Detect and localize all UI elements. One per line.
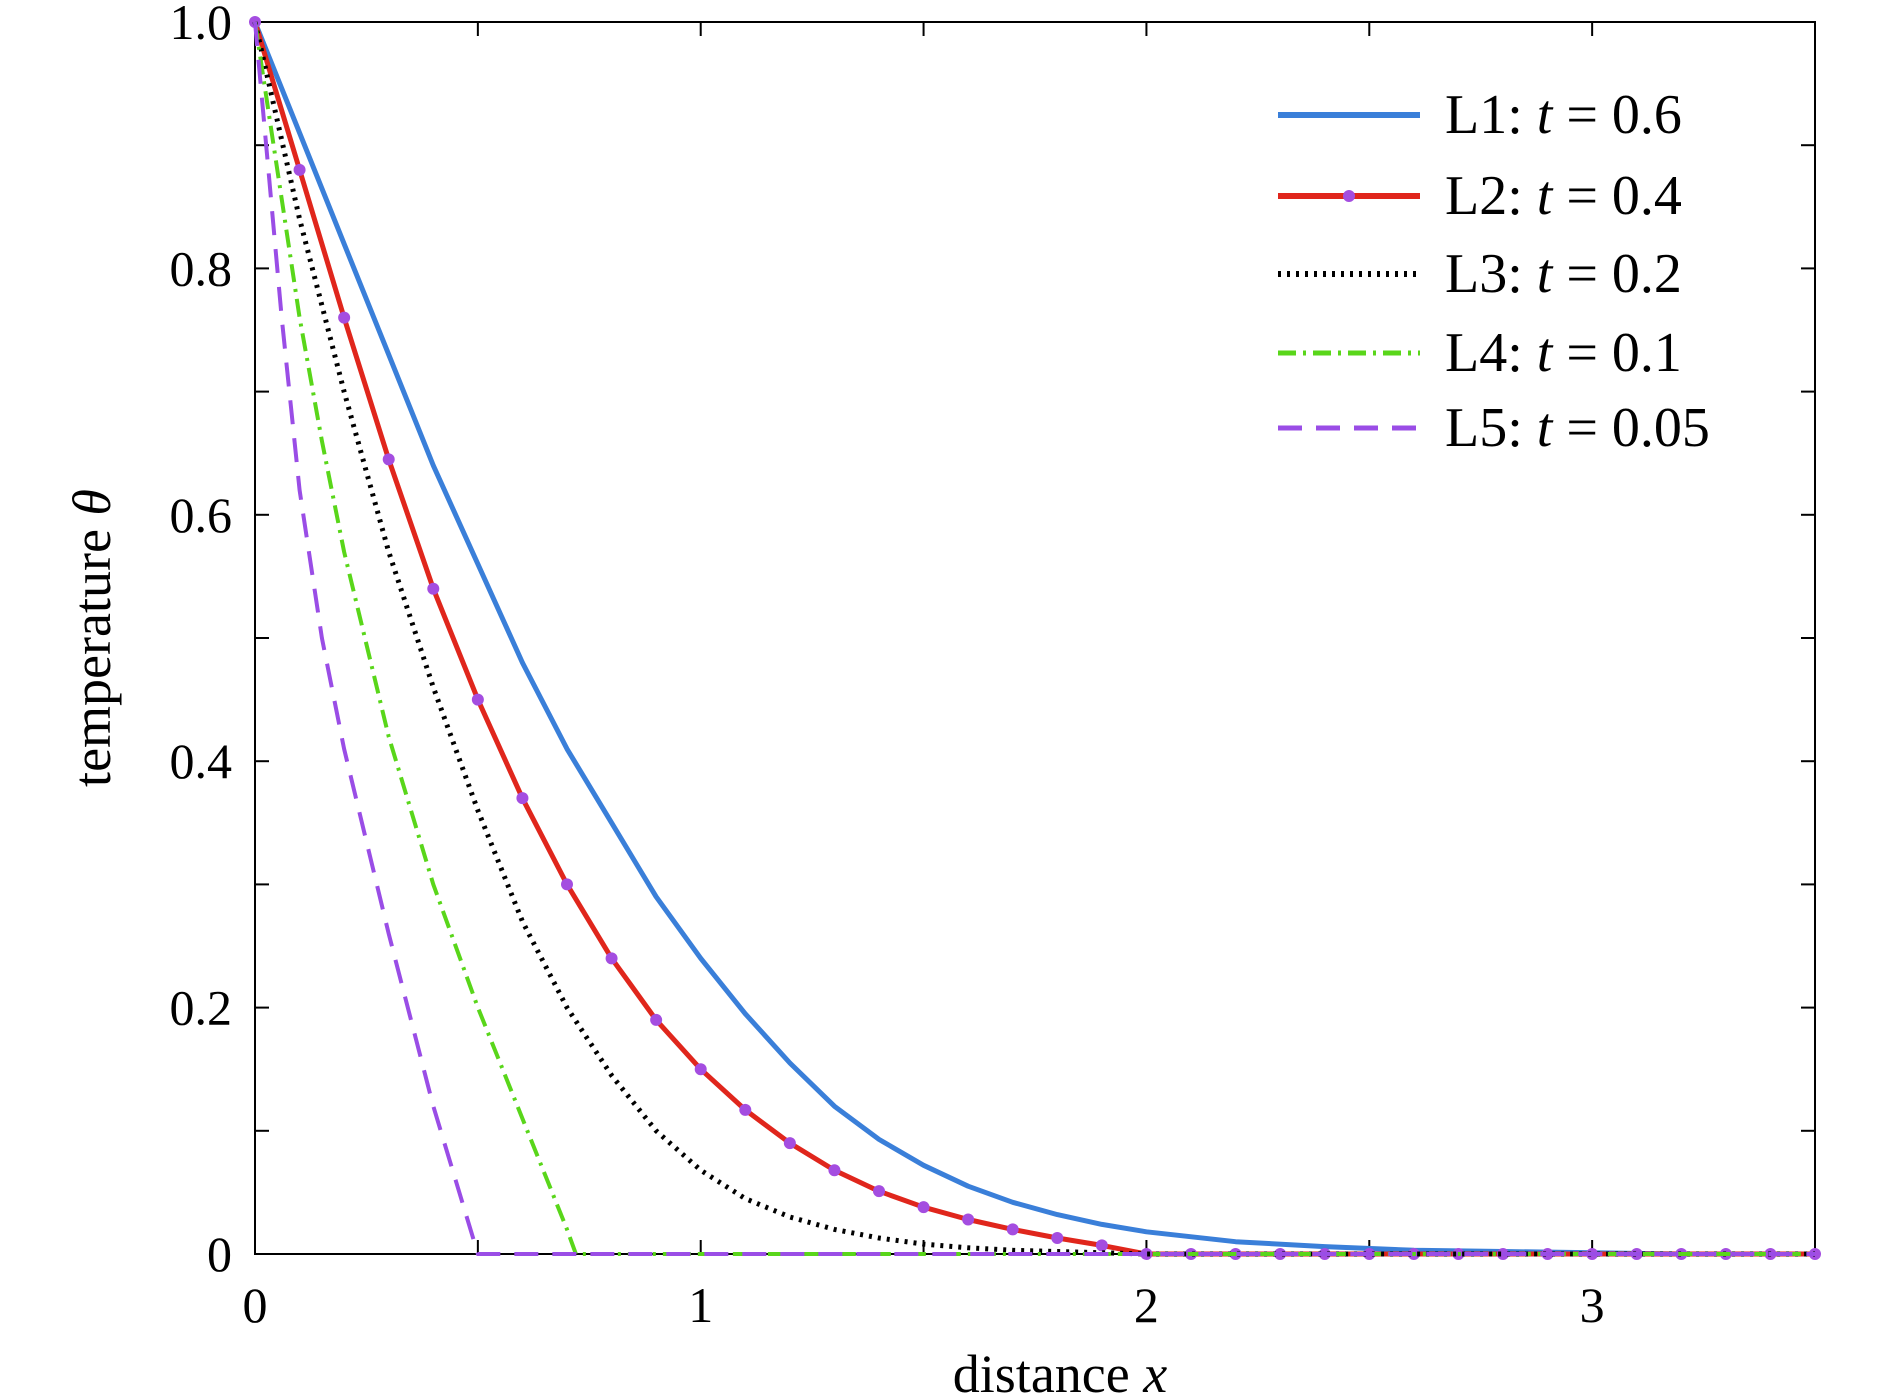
series-line-l4 <box>253 21 1815 1256</box>
legend: L1: t = 0.6 L2: t = 0.4 L3: t = 0.2 L4: t =… <box>1278 84 1710 459</box>
data-point-l2 <box>828 1164 841 1177</box>
legend-label-l4: L4: t = 0.1 <box>1445 322 1682 384</box>
data-point-l2 <box>783 1137 796 1150</box>
y-tick-label: 0.6 <box>170 487 233 543</box>
data-point-l2 <box>962 1213 975 1226</box>
tick-labels: 0 1 2 3 0 0.2 0.4 0.6 0.8 1.0 <box>170 0 1605 1333</box>
data-point-l2 <box>293 163 306 176</box>
x-tick-label: 0 <box>243 1277 268 1333</box>
data-point-l2 <box>694 1063 707 1076</box>
y-axis-label: temperature θ <box>62 489 122 787</box>
y-tick-label: 0.4 <box>170 733 233 789</box>
series-lines <box>249 16 1821 1260</box>
data-point-l2 <box>739 1103 752 1116</box>
plot-area <box>254 21 1816 1255</box>
series-line-l5 <box>253 21 1815 1256</box>
y-tick-label: 0.8 <box>170 240 233 296</box>
data-point-l2 <box>427 582 440 595</box>
legend-label-l5: L5: t = 0.05 <box>1445 397 1710 459</box>
data-point-l2 <box>1051 1231 1064 1244</box>
data-point-l2 <box>516 792 529 805</box>
data-point-l2 <box>1095 1239 1108 1252</box>
data-point-l2 <box>1006 1223 1019 1236</box>
x-tick-label: 2 <box>1134 1277 1159 1333</box>
data-point-l2 <box>471 693 484 706</box>
x-axis-label: distance x <box>953 1344 1167 1394</box>
data-point-l2 <box>1140 1248 1153 1260</box>
data-point-l2 <box>605 952 618 965</box>
legend-label-l1: L1: t = 0.6 <box>1445 84 1682 146</box>
y-tick-label: 0 <box>207 1226 232 1282</box>
data-point-l2 <box>917 1201 930 1214</box>
legend-marker <box>1343 190 1355 202</box>
data-point-l2 <box>382 453 395 466</box>
data-point-l2 <box>650 1013 663 1026</box>
data-point-l2 <box>338 311 351 324</box>
legend-label-l3: L3: t = 0.2 <box>1445 243 1682 305</box>
data-point-l2 <box>873 1185 885 1198</box>
data-point-l2 <box>561 878 573 891</box>
y-tick-label: 1.0 <box>170 0 233 50</box>
y-tick-label: 0.2 <box>170 980 233 1036</box>
legend-label-l2: L2: t = 0.4 <box>1445 165 1682 227</box>
x-tick-label: 3 <box>1580 1277 1605 1333</box>
x-tick-label: 1 <box>688 1277 713 1333</box>
